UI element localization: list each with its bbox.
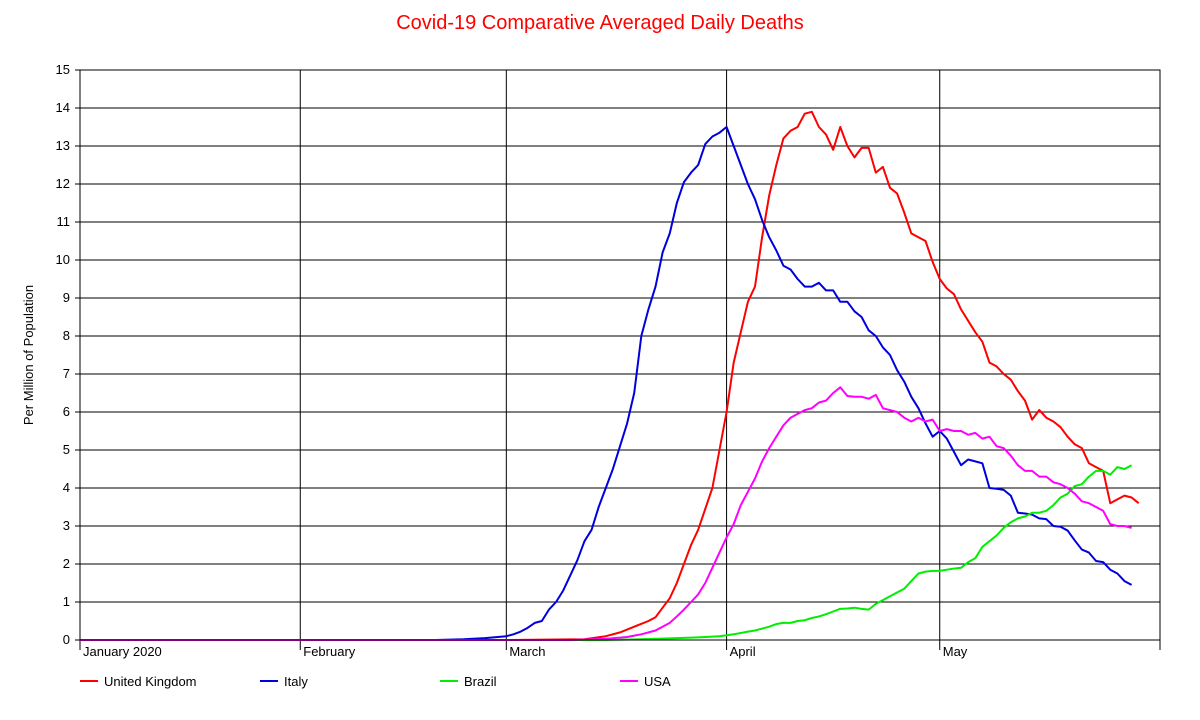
y-tick-label: 12	[56, 176, 70, 191]
y-tick-label: 11	[57, 214, 71, 229]
chart-title: Covid-19 Comparative Averaged Daily Deat…	[396, 12, 804, 34]
series-layer	[80, 110, 1140, 641]
legend-label: United Kingdom	[104, 674, 197, 689]
legend-label: USA	[644, 674, 671, 689]
y-tick-label: 10	[56, 252, 70, 267]
x-tick-label: February	[303, 644, 356, 659]
y-tick-label: 5	[63, 442, 70, 457]
legend-label: Italy	[284, 674, 308, 689]
y-tick-label: 13	[56, 138, 70, 153]
legend-item-usa: USA	[620, 674, 671, 689]
legend-item-italy: Italy	[260, 674, 308, 689]
y-tick-label: 4	[63, 480, 70, 495]
x-tick-label: April	[730, 644, 756, 659]
grid-layer	[79, 69, 1160, 650]
series-line-italy	[80, 126, 1133, 641]
y-tick-label: 15	[56, 62, 70, 77]
series-line-usa	[80, 386, 1132, 641]
legend-label: Brazil	[464, 674, 497, 689]
y-tick-label: 7	[63, 366, 70, 381]
plot-frame	[79, 69, 1161, 641]
legend-item-brazil: Brazil	[440, 674, 497, 689]
y-tick-label: 8	[63, 328, 70, 343]
y-tick-label: 2	[63, 556, 70, 571]
series-line-brazil	[80, 464, 1133, 641]
y-tick-label: 9	[63, 290, 70, 305]
legend-item-united-kingdom: United Kingdom	[80, 674, 197, 689]
x-tick-label: January 2020	[83, 644, 162, 659]
x-tick-label: March	[509, 644, 545, 659]
series-line-united-kingdom	[80, 110, 1140, 641]
x-tick-label: May	[943, 644, 968, 659]
y-tick-label: 1	[63, 594, 70, 609]
y-tick-label: 3	[63, 518, 70, 533]
y-axis-title: Per Million of Population	[21, 285, 36, 425]
y-tick-label: 0	[63, 632, 70, 647]
legend: United Kingdom Italy Brazil USA	[80, 674, 671, 689]
y-tick-label: 14	[56, 100, 70, 115]
y-tick-label: 6	[63, 404, 70, 419]
